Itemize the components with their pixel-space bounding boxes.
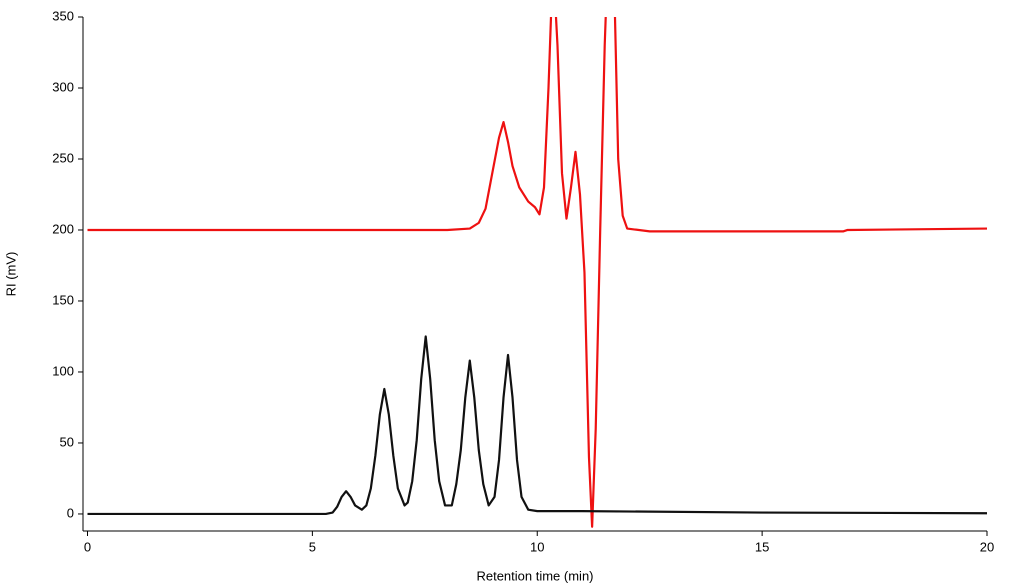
y-tick-label: 300 — [52, 79, 74, 94]
y-tick-label: 200 — [52, 221, 74, 236]
x-tick-label: 0 — [84, 539, 91, 554]
x-tick-label: 10 — [530, 539, 544, 554]
plot-area — [87, 17, 987, 528]
y-tick-label: 100 — [52, 363, 74, 378]
x-tick-label: 20 — [980, 539, 994, 554]
series-line — [87, 335, 987, 516]
y-axis-label: RI (mV) — [3, 252, 18, 297]
y-tick-label: 50 — [60, 434, 74, 449]
y-tick-label: 250 — [52, 150, 74, 165]
y-tick-label: 0 — [67, 505, 74, 520]
y-tick-label: 350 — [52, 8, 74, 23]
series-line — [87, 17, 987, 528]
x-tick-label: 15 — [755, 539, 769, 554]
x-axis-label: Retention time (min) — [476, 568, 593, 583]
y-tick-label: 150 — [52, 292, 74, 307]
x-tick-label: 5 — [309, 539, 316, 554]
